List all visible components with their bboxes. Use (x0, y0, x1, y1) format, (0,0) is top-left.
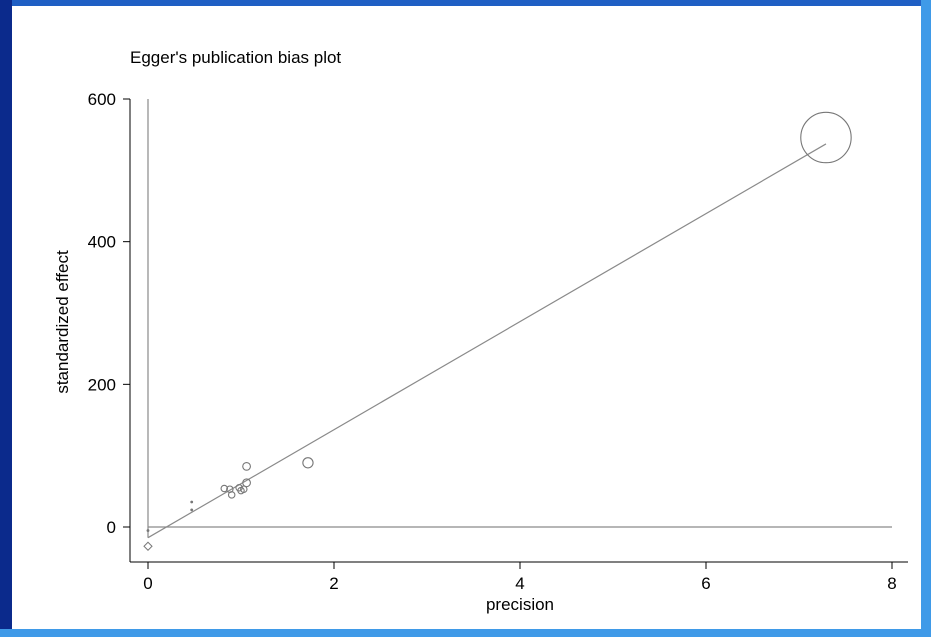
data-points (143, 111, 852, 551)
frame-border-bottom (0, 629, 931, 637)
frame-border-right (921, 0, 931, 637)
frame-border-top (0, 0, 931, 6)
reference-lines (147, 99, 892, 538)
regression-line-group (147, 143, 827, 539)
y-tick-label: 400 (88, 233, 116, 252)
data-point (242, 461, 251, 471)
frame-border-left (0, 0, 12, 637)
data-point (190, 500, 194, 504)
axes: 0 200 400 600 0 2 4 6 8 (88, 90, 908, 593)
x-tick-label: 0 (143, 574, 152, 593)
y-tick-label: 600 (88, 90, 116, 109)
y-tick-label: 200 (88, 375, 116, 394)
data-point (800, 111, 852, 164)
data-point (242, 478, 251, 488)
data-point (220, 484, 229, 493)
intercept-marker (143, 541, 153, 551)
data-point (227, 491, 236, 499)
x-axis-label: precision (486, 595, 554, 614)
chart-title: Egger's publication bias plot (130, 48, 341, 67)
x-tick-label: 2 (329, 574, 338, 593)
x-tick-label: 4 (515, 574, 524, 593)
x-tick-label: 8 (887, 574, 896, 593)
data-point (190, 508, 194, 512)
y-axis-label: standardized effect (53, 250, 72, 394)
data-point (146, 529, 150, 532)
regression-line (147, 143, 827, 539)
y-tick-label: 0 (107, 518, 116, 537)
x-tick-label: 6 (701, 574, 710, 593)
data-point (302, 457, 314, 469)
